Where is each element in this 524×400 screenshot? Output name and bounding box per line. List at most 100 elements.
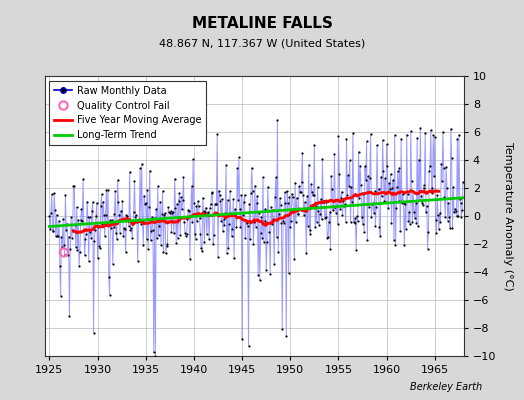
Point (440, 194, 449, 201)
Point (68, 234, 76, 241)
Point (413, 135, 421, 141)
Point (183, 215, 192, 222)
Point (361, 163, 369, 169)
Point (132, 212, 140, 218)
Point (242, 217, 250, 223)
Point (458, 207, 466, 213)
Point (154, 183, 162, 190)
Point (455, 196, 464, 202)
Point (444, 200, 453, 206)
Point (205, 236, 213, 243)
Point (452, 208, 460, 214)
Point (411, 214, 419, 221)
Point (337, 188, 346, 195)
Point (82, 230, 91, 237)
Point (110, 211, 118, 218)
Point (194, 203, 203, 209)
Point (261, 206, 269, 212)
Point (395, 198, 403, 204)
Point (144, 246, 152, 252)
Point (297, 178, 305, 185)
Point (268, 206, 277, 213)
Point (194, 198, 202, 204)
Point (70, 183, 79, 189)
Point (419, 202, 427, 208)
Point (431, 134, 439, 140)
Point (114, 199, 123, 206)
Point (212, 201, 221, 207)
Point (77, 217, 85, 223)
Point (449, 184, 457, 190)
Point (273, 116, 281, 123)
Point (160, 212, 168, 218)
Point (312, 203, 320, 210)
Point (179, 174, 188, 180)
Point (446, 224, 454, 231)
Point (445, 214, 453, 220)
Point (226, 188, 234, 194)
Point (421, 130, 429, 136)
Point (150, 214, 159, 221)
Point (80, 227, 88, 234)
Point (369, 200, 377, 206)
Point (45, 213, 53, 219)
Point (357, 182, 365, 188)
Point (377, 174, 385, 180)
Point (71, 222, 79, 228)
Point (60, 241, 68, 248)
Point (136, 165, 144, 172)
Point (280, 220, 288, 226)
Point (321, 215, 329, 221)
Point (298, 150, 307, 156)
Point (449, 225, 457, 231)
Point (276, 195, 284, 201)
Point (333, 196, 341, 203)
Point (188, 219, 196, 225)
Point (232, 224, 241, 230)
Point (345, 157, 354, 164)
Point (374, 190, 382, 196)
Point (48, 191, 56, 198)
Point (120, 225, 128, 231)
Point (72, 204, 81, 210)
Point (369, 210, 378, 217)
Point (217, 218, 225, 224)
Point (215, 188, 223, 194)
Point (282, 333, 290, 339)
Point (115, 212, 124, 218)
Point (297, 189, 305, 195)
Point (263, 238, 271, 245)
Point (108, 217, 116, 224)
Point (220, 221, 228, 228)
Point (450, 209, 458, 215)
Point (390, 236, 398, 243)
Point (332, 210, 340, 216)
Point (404, 218, 412, 224)
Point (265, 208, 273, 214)
Point (277, 220, 286, 227)
Point (137, 221, 145, 227)
Point (410, 209, 418, 216)
Point (138, 218, 147, 224)
Point (349, 130, 357, 136)
Point (331, 204, 340, 210)
Point (385, 179, 393, 186)
Point (305, 226, 314, 233)
Point (129, 221, 137, 227)
Point (94, 224, 103, 230)
Point (172, 240, 180, 246)
Point (452, 213, 461, 220)
Point (51, 207, 59, 213)
Point (152, 206, 160, 212)
Point (224, 245, 233, 251)
Point (89, 330, 97, 336)
Point (176, 232, 184, 238)
Point (309, 192, 317, 198)
Point (234, 197, 242, 203)
Point (216, 198, 225, 204)
Point (92, 213, 100, 220)
Point (84, 258, 93, 264)
Point (430, 173, 438, 180)
Point (241, 192, 249, 198)
Point (436, 219, 445, 225)
